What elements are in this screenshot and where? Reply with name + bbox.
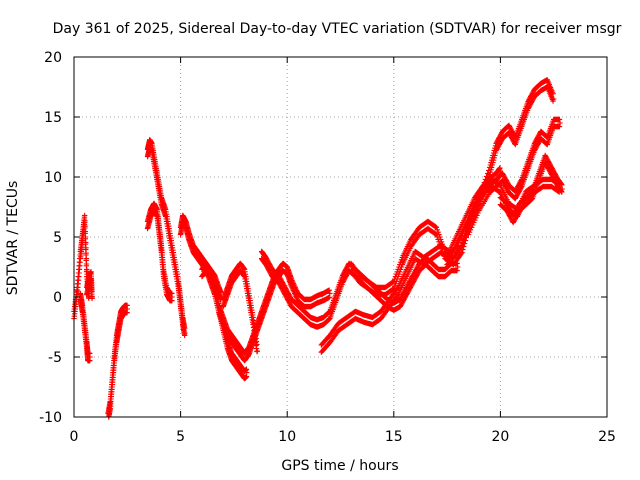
data-point [87,354,93,360]
chart-title: Day 361 of 2025, Sidereal Day-to-day VTE… [53,21,622,37]
y-tick-label: -5 [48,350,62,366]
grid [74,57,607,417]
data-point [169,294,175,300]
data-point [82,218,88,224]
data-point [454,267,460,274]
data-point [254,341,260,348]
y-tick-label: 0 [53,290,62,306]
y-tick-label: 10 [44,170,62,186]
x-tick-label: 15 [385,429,403,445]
data-point [182,330,188,336]
series-track-b [77,290,93,364]
y-tick-label: 5 [53,230,62,246]
data-point [89,294,95,300]
data-point [455,264,461,270]
data-point [327,290,333,297]
data-point [82,228,88,235]
series-track-f [144,200,175,304]
series-track-d [105,302,130,420]
data-point [181,325,188,331]
data-point [326,294,332,301]
x-tick-label: 0 [70,429,79,445]
series-track-h [199,260,250,382]
y-tick-label: -10 [39,410,62,426]
data-point [83,261,90,267]
data-point [326,287,332,293]
data-point [83,255,90,262]
data-point [89,288,95,294]
y-tick-label: 20 [44,50,62,66]
y-axis-label: SDTVAR / TECUs [5,181,21,296]
series-track-k [258,248,461,330]
series-track-c [84,269,95,302]
x-tick-label: 10 [278,429,296,445]
data-point [83,250,89,256]
x-tick-label: 20 [491,429,509,445]
x-tick-label: 25 [598,429,616,445]
data-points [71,77,565,420]
data-point [124,306,130,312]
y-tick-label: 15 [44,110,62,126]
series-track-j [220,260,261,355]
data-point [83,239,89,246]
data-point [82,223,88,229]
data-point [254,348,261,354]
x-axis-label: GPS time / hours [281,458,398,474]
series-track-e [144,137,188,339]
data-point [243,369,250,376]
x-tick-label: 5 [176,429,185,445]
data-point [83,245,89,251]
data-point [82,234,89,240]
data-point [81,212,88,219]
